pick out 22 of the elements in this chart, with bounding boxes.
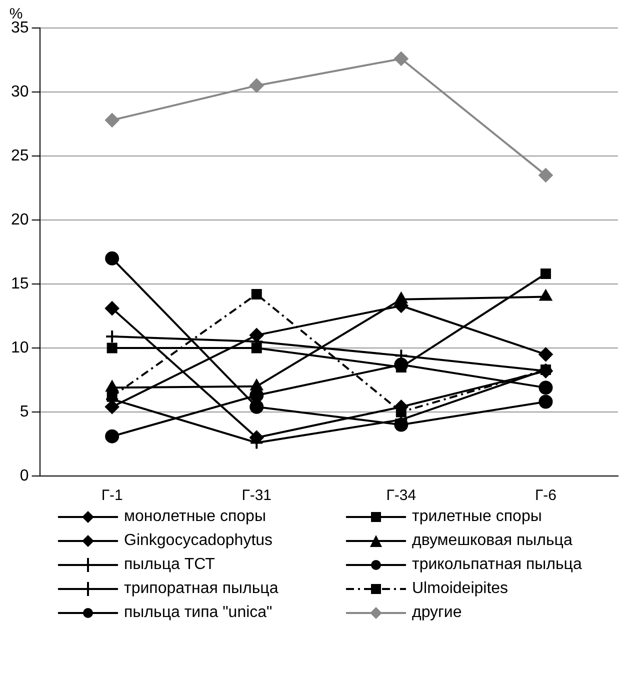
- y-tick-label: 25: [11, 147, 29, 164]
- y-tick-label: 5: [20, 403, 29, 420]
- legend-label: трипоратная пыльца: [124, 580, 278, 598]
- y-tick-label: 15: [11, 275, 29, 292]
- y-tick-label: 0: [20, 467, 29, 484]
- x-tick-label: Г-1: [101, 487, 123, 504]
- x-tick-label: Г-6: [534, 487, 556, 504]
- y-tick-label: 30: [11, 83, 29, 100]
- y-tick-label: 10: [11, 339, 29, 356]
- x-tick-label: Г-31: [242, 487, 272, 504]
- legend-label: пыльца ТСТ: [124, 556, 215, 574]
- legend-label: пыльца типа "unica": [124, 604, 272, 622]
- y-tick-label: 35: [11, 19, 29, 36]
- legend-label: Ginkgocycadophytus: [124, 532, 273, 550]
- legend-label: трикольпатная пыльца: [412, 556, 582, 574]
- legend-label: другие: [412, 604, 462, 622]
- legend-label: трилетные споры: [412, 508, 542, 526]
- legend-label: двумешковая пыльца: [412, 532, 572, 550]
- legend-label: монолетные споры: [124, 508, 266, 526]
- y-tick-label: 20: [11, 211, 29, 228]
- x-tick-label: Г-34: [386, 487, 416, 504]
- legend-label: Ulmoideipites: [412, 580, 508, 598]
